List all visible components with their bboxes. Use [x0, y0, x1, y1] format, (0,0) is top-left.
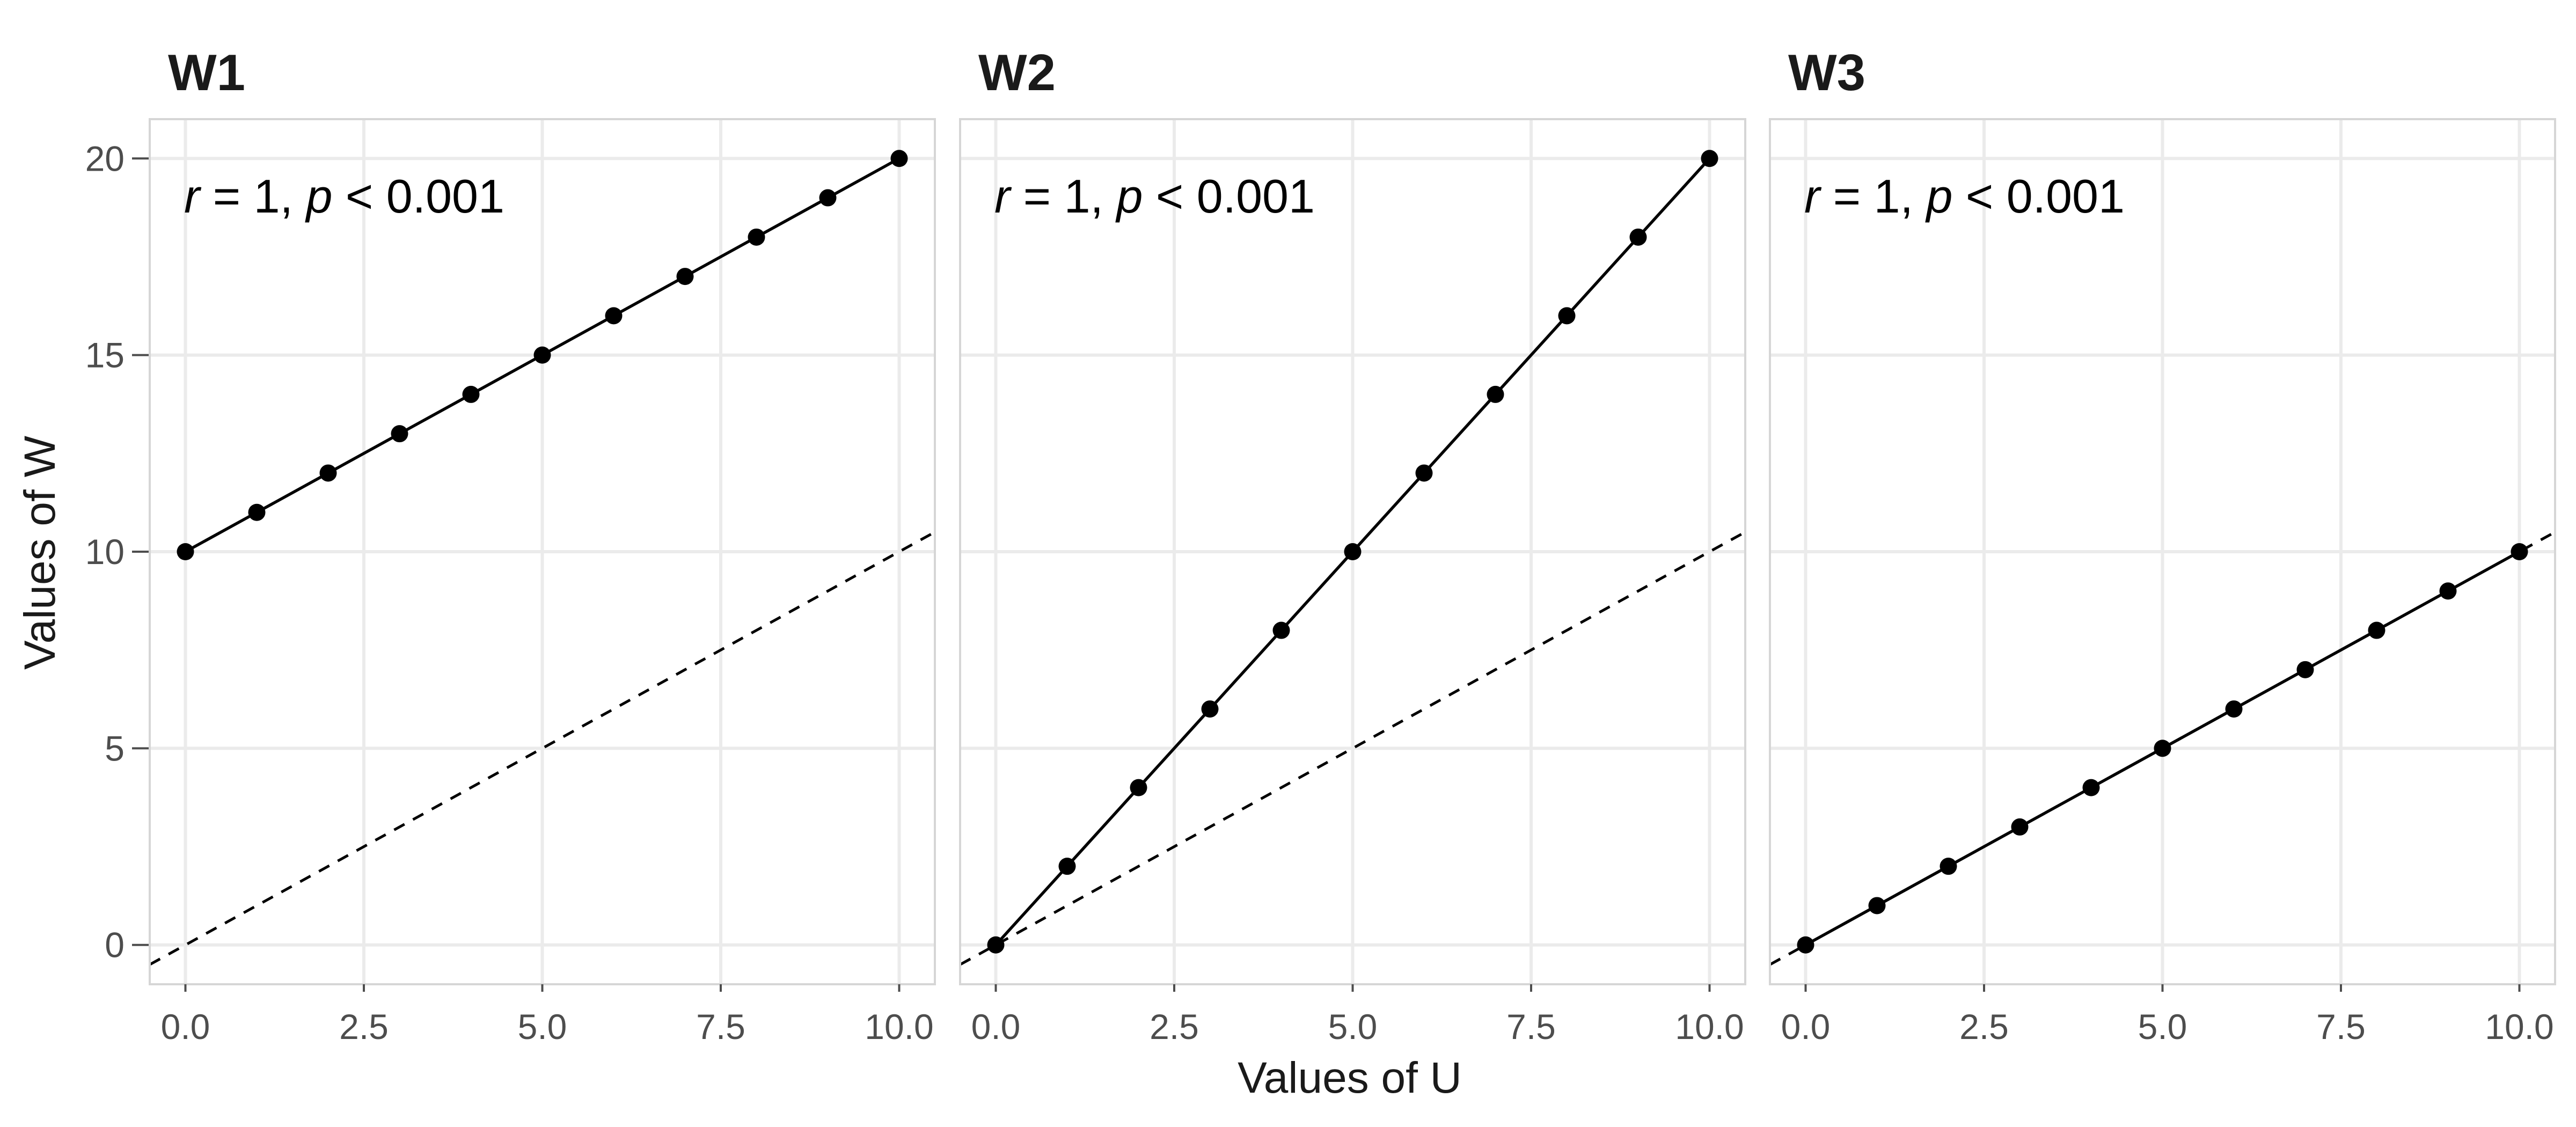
correlation-annotation: r = 1, p < 0.001 — [994, 170, 1315, 223]
x-tick-label: 0.0 — [1781, 1007, 1831, 1046]
y-axis-title: Values of W — [16, 435, 64, 670]
r-value: = 1, — [1820, 170, 1926, 223]
panel-title: W2 — [978, 44, 1056, 101]
x-tick-label: 10.0 — [865, 1007, 933, 1046]
r-value: = 1, — [1010, 170, 1116, 223]
data-point — [2225, 700, 2243, 718]
p-value: < 0.001 — [332, 170, 504, 223]
r-symbol: r — [184, 170, 202, 223]
data-point — [748, 228, 765, 246]
data-point — [2368, 621, 2385, 639]
data-point — [319, 464, 337, 482]
x-tick-label: 2.5 — [339, 1007, 389, 1046]
r-symbol: r — [994, 170, 1012, 223]
data-point — [1344, 543, 1362, 560]
data-point — [533, 346, 551, 364]
y-tick-label: 20 — [85, 138, 125, 178]
data-point — [248, 503, 266, 521]
x-axis-title: Values of U — [1238, 1053, 1462, 1102]
panels: 0 5 10 15 20 W1 r = 1, p < 0.001 0.0 2.5 5.0 7.5 10… — [85, 44, 2556, 1046]
data-point — [1201, 700, 1219, 718]
x-tick-label: 7.5 — [2316, 1007, 2366, 1046]
data-point — [2154, 740, 2171, 757]
y-tick-label: 5 — [105, 728, 125, 768]
p-value: < 0.001 — [1143, 170, 1315, 223]
data-point — [462, 385, 480, 403]
x-tick-label: 2.5 — [1959, 1007, 2009, 1046]
p-value: < 0.001 — [1952, 170, 2125, 223]
data-point — [391, 425, 408, 443]
data-point — [1415, 464, 1433, 482]
y-tick-label: 0 — [105, 925, 125, 965]
panel-w2: W2 r = 1, p < 0.001 0.0 2.5 5.0 7.5 10.0 — [959, 44, 1746, 1046]
data-point — [1130, 779, 1147, 796]
y-tick-label: 15 — [85, 335, 125, 375]
data-point — [1629, 228, 1647, 246]
data-point — [1487, 385, 1504, 403]
data-point — [1272, 621, 1290, 639]
data-point — [890, 150, 908, 167]
x-tick-label: 5.0 — [518, 1007, 567, 1046]
p-symbol: p — [1115, 170, 1143, 223]
panel-data-layer — [150, 150, 935, 966]
x-tick-label: 2.5 — [1150, 1007, 1199, 1046]
data-point — [177, 543, 194, 560]
x-tick-label: 7.5 — [1506, 1007, 1556, 1046]
x-tick-label: 0.0 — [161, 1007, 210, 1046]
data-point — [2011, 818, 2029, 836]
r-value: = 1, — [200, 170, 306, 223]
data-point — [987, 936, 1005, 954]
data-point — [2296, 661, 2314, 678]
data-point — [2511, 543, 2528, 560]
data-point — [2082, 779, 2100, 796]
data-point — [605, 307, 623, 325]
correlation-annotation: r = 1, p < 0.001 — [1804, 170, 2125, 223]
data-point — [1797, 936, 1814, 954]
y-tick-label: 10 — [85, 532, 125, 572]
panel-data-layer — [1770, 531, 2555, 966]
p-symbol: p — [304, 170, 332, 223]
x-tick-label: 5.0 — [2138, 1007, 2187, 1046]
panel-w1: W1 r = 1, p < 0.001 0.0 2.5 5.0 7.5 10.0 — [149, 44, 936, 1046]
data-point — [1701, 150, 1718, 167]
x-tick-label: 10.0 — [1675, 1007, 1744, 1046]
panel-title: W1 — [168, 44, 245, 101]
data-point — [1558, 307, 1576, 325]
data-point — [676, 268, 694, 286]
data-point — [819, 189, 837, 207]
panel-data-layer — [960, 150, 1745, 966]
panel-title: W3 — [1788, 44, 1865, 101]
x-tick-label: 10.0 — [2485, 1007, 2553, 1046]
data-point — [1868, 897, 1886, 914]
r-symbol: r — [1804, 170, 1822, 223]
data-point — [2439, 582, 2457, 600]
x-tick-label: 0.0 — [971, 1007, 1021, 1046]
p-symbol: p — [1924, 170, 1952, 223]
x-tick-label: 7.5 — [696, 1007, 745, 1046]
x-tick-label: 5.0 — [1328, 1007, 1378, 1046]
data-point — [1940, 858, 1957, 875]
correlation-annotation: r = 1, p < 0.001 — [184, 170, 504, 223]
panel-w3: W3 r = 1, p < 0.001 0.0 2.5 5.0 7.5 10.0 — [1769, 44, 2556, 1046]
data-point — [1058, 858, 1076, 875]
